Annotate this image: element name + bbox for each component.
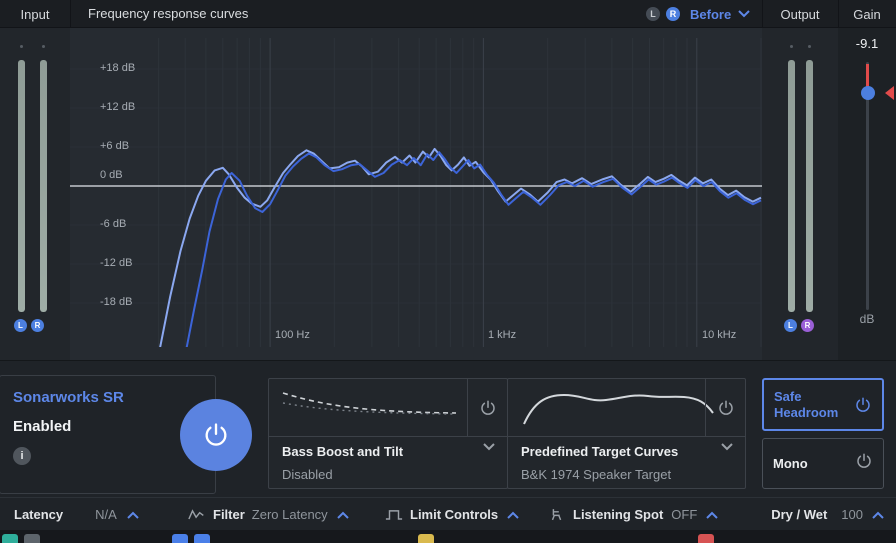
listening-spot-value: OFF [671,507,698,522]
divider [70,0,71,27]
enabled-status: Enabled [13,418,72,435]
gain-slider-thumb[interactable] [861,86,875,100]
mono-button[interactable]: Mono [762,438,884,489]
partial-icon [24,534,40,543]
filter-icon [188,507,206,522]
bass-boost-title: Bass Boost and Tilt [282,444,404,459]
bass-boost-power-button[interactable] [467,379,507,437]
output-section-label: Output [780,6,820,22]
chevron-up-icon [507,511,519,519]
input-section-label: Input [20,6,50,22]
dry-wet-label: Dry / Wet [771,507,828,522]
peak-dot [20,45,23,48]
frequency-response-chart [70,38,762,347]
latency-control[interactable]: Latency N/A [14,498,139,531]
sonarworks-sr-panel: Sonarworks SR Enabled i [0,375,216,494]
filter-value: Zero Latency [251,507,328,522]
input-right-badge: R [31,319,44,332]
divider [762,0,763,27]
gain-panel: -9.1 dB [838,28,896,360]
info-icon[interactable]: i [13,447,31,465]
target-curves-graphic-area [508,379,745,437]
limit-controls[interactable]: Limit Controls [385,498,519,531]
input-meter-right [40,60,47,312]
gain-section-label: Gain [853,6,881,22]
safe-headroom-button[interactable]: Safe Headroom [762,378,884,431]
power-icon [480,400,495,415]
bass-boost-dropdown[interactable]: Disabled [282,443,495,482]
gain-reduction-indicator [866,64,869,90]
graph-title: Frequency response curves [88,6,249,21]
chevron-down-icon [721,439,733,454]
chevron-up-icon [872,511,884,519]
bass-tilt-curve-graphic [282,392,457,415]
left-channel-toggle[interactable]: L [646,7,660,21]
latency-value: N/A [95,507,117,522]
target-curves-card: Predefined Target Curves B&K 1974 Speake… [507,378,746,489]
output-meter-panel: L R [762,28,838,360]
partial-icon [698,534,714,543]
gain-slider-track[interactable] [866,62,869,310]
chevron-down-icon [738,10,750,18]
input-left-badge: L [14,319,27,332]
frequency-response-graph: +18 dB +12 dB +6 dB 0 dB -6 dB -12 dB -18 dB 10… [70,28,762,360]
gain-unit-label: dB [859,312,875,326]
controls-section: Sonarworks SR Enabled i Bass Boost and T… [0,360,896,497]
partial-icon [418,534,434,543]
target-curves-value: B&K 1974 Speaker Target [521,467,672,482]
output-meter-right [806,60,813,312]
bass-boost-graphic-area [269,379,507,437]
power-icon [855,452,873,475]
right-channel-toggle[interactable]: R [666,7,680,21]
listening-spot-control[interactable]: Listening Spot OFF [548,498,718,531]
output-right-badge: R [801,319,814,332]
chevron-up-icon [336,511,349,519]
limit-controls-label: Limit Controls [410,507,499,522]
power-icon [856,397,870,412]
bass-boost-card: Bass Boost and Tilt Disabled [268,378,508,489]
target-curves-dropdown[interactable]: B&K 1974 Speaker Target [521,443,733,482]
input-meter-panel: L R [0,28,70,360]
listening-spot-icon [548,507,566,522]
latency-label: Latency [14,507,64,522]
target-curve-graphic [523,393,714,425]
power-icon [205,423,227,446]
partial-icon [172,534,188,543]
divider [838,0,839,27]
partial-icon [194,534,210,543]
output-left-badge: L [784,319,797,332]
filter-control[interactable]: Filter Zero Latency [188,498,349,531]
target-curves-power-button[interactable] [705,379,745,437]
chevron-up-icon [127,511,139,519]
top-bar: Input Frequency response curves L R Befo… [0,0,896,28]
main-area: L R +18 dB +12 dB +6 dB 0 dB -6 dB -12 dB -18 … [0,28,896,360]
peak-dot [42,45,45,48]
peak-dot [808,45,811,48]
output-meter-left [788,60,795,312]
bass-boost-value: Disabled [282,467,333,482]
dry-wet-control[interactable]: Dry / Wet 100 [771,498,884,531]
filter-label: Filter [213,507,245,522]
mono-label: Mono [773,456,808,471]
before-after-value: Before [690,6,732,22]
chevron-down-icon [483,439,495,454]
limiter-icon [385,507,403,522]
power-icon [718,400,733,415]
listening-spot-label: Listening Spot [573,507,664,522]
dry-wet-value: 100 [841,507,863,522]
target-curves-title: Predefined Target Curves [521,444,679,459]
gain-value: -9.1 [855,36,879,51]
bottom-bar: Latency N/A Filter Zero Latency Limit Co… [0,497,896,530]
before-after-dropdown[interactable]: Before [690,0,750,28]
input-meter-left [18,60,25,312]
partial-icon [2,534,18,543]
peak-dot [790,45,793,48]
gain-marker-arrow-icon [885,86,894,100]
chevron-up-icon [706,511,718,519]
bypass-power-button[interactable] [180,399,252,471]
plugin-name: Sonarworks SR [13,389,124,406]
cut-off-toolbar-strip [0,530,896,543]
safe-headroom-label: Safe Headroom [774,388,839,420]
